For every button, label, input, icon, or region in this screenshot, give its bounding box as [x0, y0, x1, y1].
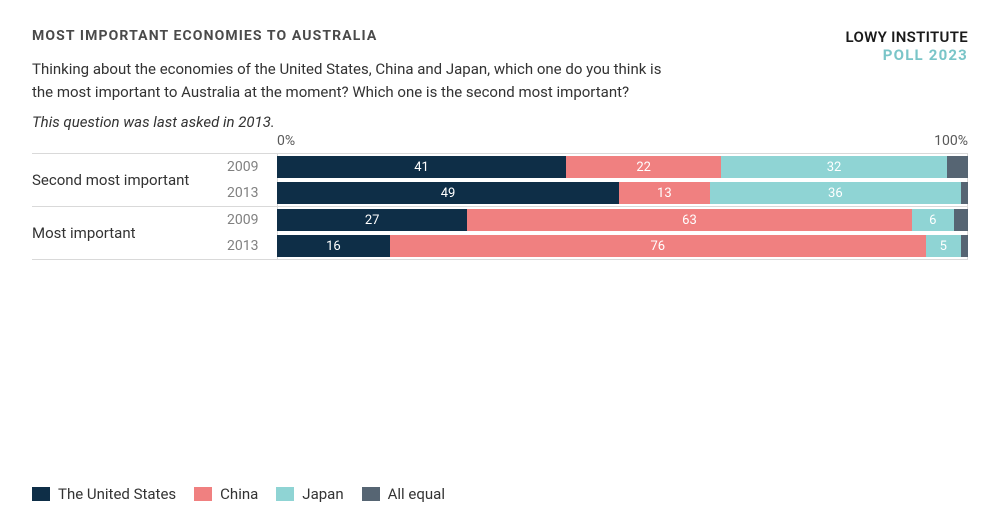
- bar-segment: 49: [277, 182, 619, 204]
- legend-item: China: [194, 485, 258, 503]
- chart-group: Most important200927636201316765: [32, 206, 968, 259]
- legend-label: Japan: [302, 485, 343, 503]
- brand-name: LOWY INSTITUTE: [846, 28, 968, 46]
- stacked-bar: 491336: [277, 182, 968, 204]
- bar-segment: 76: [390, 235, 926, 257]
- bar-segment: [961, 235, 968, 257]
- bar-segment: [947, 156, 968, 178]
- axis-max-label: 100%: [934, 133, 968, 149]
- legend-label: The United States: [58, 485, 176, 503]
- bar-segment: [961, 182, 968, 204]
- year-label: 2013: [227, 180, 277, 206]
- chart-row: 2009412232: [227, 154, 968, 180]
- chart-title: MOST IMPORTANT ECONOMIES TO AUSTRALIA: [32, 28, 672, 44]
- axis-row: 0% 100%: [32, 131, 968, 153]
- legend-swatch: [32, 487, 50, 501]
- year-label: 2009: [227, 207, 277, 233]
- bar-segment: 13: [619, 182, 710, 204]
- legend-item: All equal: [362, 485, 445, 503]
- chart-row: 200927636: [227, 207, 968, 233]
- legend: The United States China Japan All equal: [32, 485, 445, 503]
- legend-item: The United States: [32, 485, 176, 503]
- chart-question: Thinking about the economies of the Unit…: [32, 58, 672, 103]
- legend-label: All equal: [388, 485, 445, 503]
- year-label: 2009: [227, 154, 277, 180]
- legend-swatch: [194, 487, 212, 501]
- bar-segment: 36: [710, 182, 961, 204]
- chart-group: Second most important2009412232201349133…: [32, 153, 968, 206]
- legend-item: Japan: [276, 485, 343, 503]
- bar-segment: 5: [926, 235, 961, 257]
- header: MOST IMPORTANT ECONOMIES TO AUSTRALIA Th…: [32, 28, 968, 131]
- bar-segment: 32: [721, 156, 947, 178]
- group-label: Second most important: [32, 154, 227, 206]
- chart-container: 0% 100% Second most important20094122322…: [32, 131, 968, 260]
- bar-segment: [954, 209, 968, 231]
- legend-label: China: [220, 485, 258, 503]
- bar-segment: 27: [277, 209, 467, 231]
- title-block: MOST IMPORTANT ECONOMIES TO AUSTRALIA Th…: [32, 28, 672, 131]
- bar-segment: 6: [912, 209, 954, 231]
- chart-row: 2013491336: [227, 180, 968, 206]
- chart-groups: Second most important2009412232201349133…: [32, 153, 968, 260]
- chart-row: 201316765: [227, 233, 968, 259]
- bar-segment: 63: [467, 209, 911, 231]
- year-label: 2013: [227, 233, 277, 259]
- brand-poll-year: POLL 2023: [846, 46, 968, 64]
- bar-segment: 16: [277, 235, 390, 257]
- legend-swatch: [362, 487, 380, 501]
- group-label: Most important: [32, 207, 227, 259]
- brand-block: LOWY INSTITUTE POLL 2023: [846, 28, 968, 64]
- bar-segment: 41: [277, 156, 566, 178]
- stacked-bar: 16765: [277, 235, 968, 257]
- stacked-bar: 27636: [277, 209, 968, 231]
- axis-min-label: 0%: [277, 133, 295, 149]
- chart-note: This question was last asked in 2013.: [32, 113, 672, 131]
- bar-segment: 22: [566, 156, 721, 178]
- legend-swatch: [276, 487, 294, 501]
- stacked-bar: 412232: [277, 156, 968, 178]
